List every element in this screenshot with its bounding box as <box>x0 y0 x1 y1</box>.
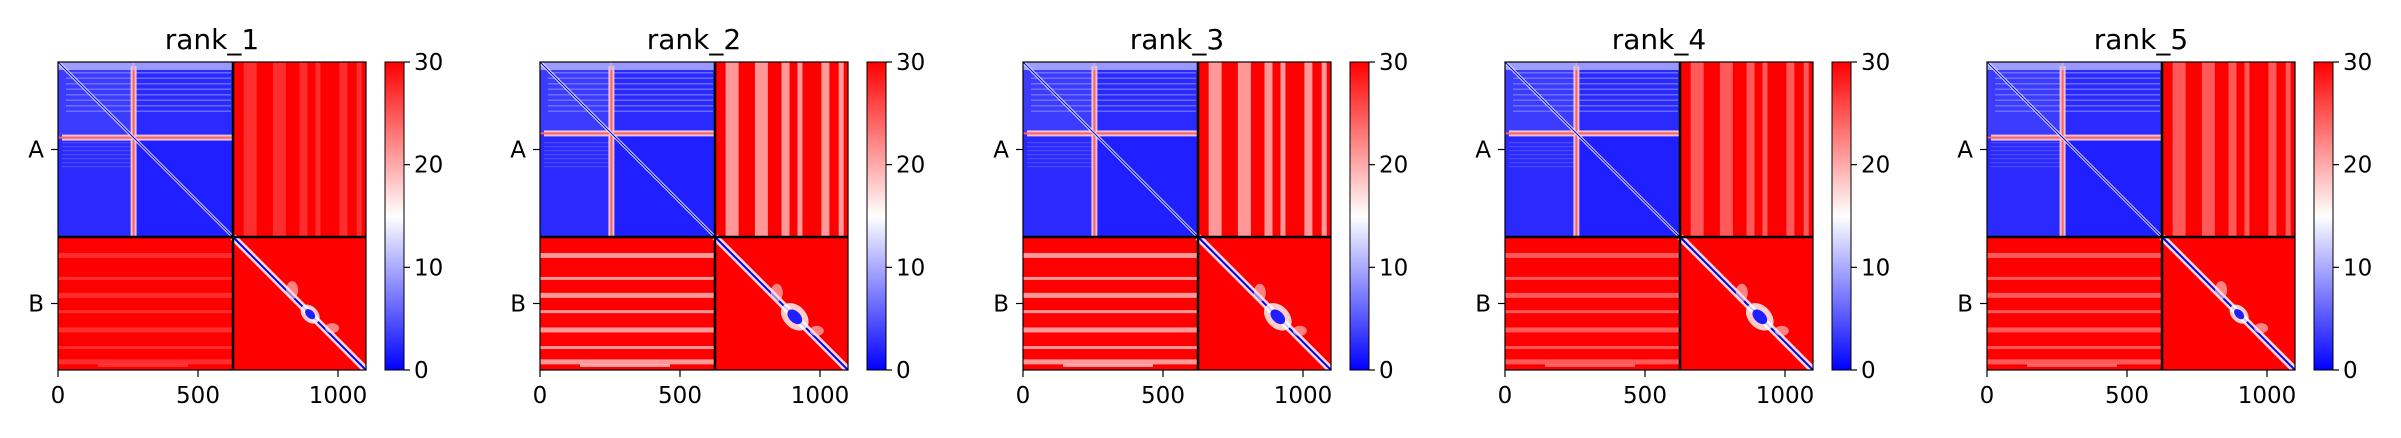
y-tick-label: B <box>510 292 526 318</box>
plot-frame <box>1504 61 1814 371</box>
y-tick-label: A <box>1475 138 1491 164</box>
heatmap-panel: rank_2 0 500 1000 A B 0 10 20 30 <box>510 23 925 409</box>
colorbar-tick-label: 10 <box>414 255 443 281</box>
y-tick-label: A <box>993 138 1009 164</box>
x-tick-label: 1000 <box>791 383 850 409</box>
plot-frame <box>57 61 367 371</box>
x-tick-label: 0 <box>51 383 66 409</box>
colorbar-tick-label: 20 <box>414 153 443 179</box>
heatmap-panel: rank_3 0 500 1000 A B 0 10 20 30 <box>993 23 1408 409</box>
y-tick-label: B <box>1957 292 1973 318</box>
y-tick-label: B <box>993 292 1009 318</box>
x-tick-label: 500 <box>1623 383 1667 409</box>
colorbar-gradient <box>2313 61 2334 371</box>
colorbar-tick-label: 20 <box>896 153 925 179</box>
y-tick-label: B <box>1475 292 1491 318</box>
plot-frame <box>539 61 849 371</box>
x-tick-label: 1000 <box>2238 383 2297 409</box>
panel-title: rank_2 <box>647 23 741 56</box>
colorbar-tick-label: 0 <box>896 358 911 384</box>
colorbar-tick-label: 10 <box>1379 255 1408 281</box>
panel-title: rank_1 <box>165 23 259 56</box>
colorbar-gradient <box>1831 61 1852 371</box>
colorbar-tick-label: 0 <box>2343 358 2358 384</box>
heatmap-panel: rank_5 0 500 1000 A B 0 10 20 30 <box>1957 23 2372 409</box>
y-tick-label: A <box>1957 138 1973 164</box>
colorbar-tick-label: 0 <box>1379 358 1394 384</box>
colorbar: 0 10 20 30 <box>1349 50 1408 384</box>
x-tick-label: 1000 <box>1274 383 1333 409</box>
colorbar: 0 10 20 30 <box>1831 50 1890 384</box>
colorbar-tick-label: 0 <box>414 358 429 384</box>
colorbar-tick-label: 10 <box>1861 255 1890 281</box>
colorbar-tick-label: 20 <box>1861 153 1890 179</box>
colorbar-tick-label: 30 <box>896 50 925 76</box>
x-tick-label: 0 <box>1016 383 1031 409</box>
colorbar-gradient <box>384 61 405 371</box>
colorbar-tick-label: 20 <box>1379 153 1408 179</box>
panel-title: rank_3 <box>1130 23 1224 56</box>
colorbar: 0 10 20 30 <box>2313 50 2372 384</box>
plot-frame <box>1986 61 2296 371</box>
colorbar-tick-label: 30 <box>1861 50 1890 76</box>
x-tick-label: 0 <box>1498 383 1513 409</box>
y-tick-label: A <box>510 138 526 164</box>
colorbar-tick-label: 30 <box>414 50 443 76</box>
panel-title: rank_4 <box>1612 23 1706 56</box>
y-tick-label: A <box>28 138 44 164</box>
colorbar-gradient <box>1349 61 1370 371</box>
x-tick-label: 500 <box>2105 383 2149 409</box>
x-tick-label: 500 <box>658 383 702 409</box>
panel-title: rank_5 <box>2094 23 2188 56</box>
y-tick-label: B <box>28 292 44 318</box>
colorbar-tick-label: 20 <box>2343 153 2372 179</box>
x-tick-label: 1000 <box>309 383 368 409</box>
x-tick-label: 1000 <box>1756 383 1815 409</box>
colorbar-tick-label: 10 <box>2343 255 2372 281</box>
x-tick-label: 500 <box>1141 383 1185 409</box>
heatmap-panel: rank_4 0 500 1000 A B 0 10 20 30 <box>1475 23 1890 409</box>
x-tick-label: 0 <box>533 383 548 409</box>
colorbar-tick-label: 30 <box>1379 50 1408 76</box>
colorbar: 0 10 20 30 <box>384 50 443 384</box>
plot-frame <box>1022 61 1332 371</box>
x-tick-label: 0 <box>1980 383 1995 409</box>
colorbar-tick-label: 0 <box>1861 358 1876 384</box>
colorbar-gradient <box>866 61 887 371</box>
colorbar-tick-label: 10 <box>896 255 925 281</box>
colorbar: 0 10 20 30 <box>866 50 925 384</box>
colorbar-tick-label: 30 <box>2343 50 2372 76</box>
heatmap-panel: rank_1 0 500 1000 A B 0 10 20 30 <box>28 23 443 409</box>
x-tick-label: 500 <box>176 383 220 409</box>
